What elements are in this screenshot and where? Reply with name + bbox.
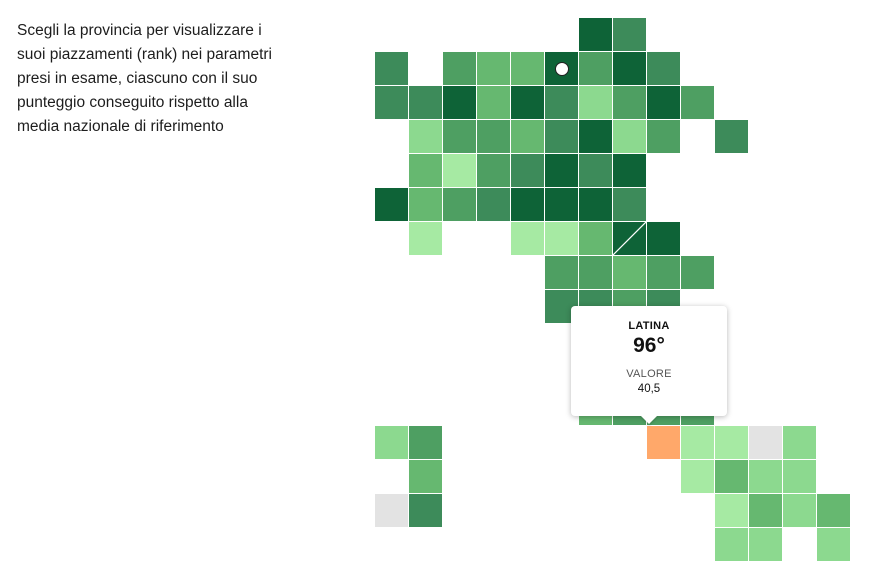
province-tile[interactable] — [375, 494, 408, 527]
province-tile[interactable] — [647, 86, 680, 119]
province-tile[interactable] — [409, 188, 442, 221]
province-tile[interactable] — [647, 256, 680, 289]
province-tile[interactable] — [783, 426, 816, 459]
province-tile[interactable] — [511, 188, 544, 221]
province-tile[interactable] — [749, 426, 782, 459]
province-tile[interactable] — [409, 120, 442, 153]
province-tile[interactable] — [545, 86, 578, 119]
province-tile[interactable] — [715, 460, 748, 493]
province-tile[interactable] — [443, 154, 476, 187]
province-tile[interactable] — [511, 52, 544, 85]
province-tile[interactable] — [375, 86, 408, 119]
province-tile[interactable] — [409, 460, 442, 493]
province-tile[interactable] — [715, 426, 748, 459]
province-tile[interactable] — [681, 256, 714, 289]
province-tile[interactable] — [681, 460, 714, 493]
province-tile[interactable] — [375, 52, 408, 85]
province-tile[interactable] — [409, 222, 442, 255]
province-tile[interactable] — [409, 86, 442, 119]
province-tile[interactable] — [647, 120, 680, 153]
location-pin-icon — [554, 61, 569, 76]
province-tile[interactable] — [613, 256, 646, 289]
province-tile[interactable] — [613, 120, 646, 153]
tooltip-rank: 96° — [633, 334, 665, 357]
province-tile[interactable] — [579, 52, 612, 85]
province-tile[interactable] — [443, 188, 476, 221]
province-tile[interactable] — [511, 154, 544, 187]
province-tile[interactable] — [477, 188, 510, 221]
province-tile[interactable] — [443, 52, 476, 85]
province-tile[interactable] — [715, 494, 748, 527]
province-tile[interactable] — [647, 222, 680, 255]
province-tile[interactable] — [613, 18, 646, 51]
tooltip-value: 40,5 — [637, 383, 661, 395]
province-tile[interactable] — [511, 222, 544, 255]
province-tile[interactable] — [443, 86, 476, 119]
province-tile[interactable] — [545, 256, 578, 289]
province-tile[interactable] — [545, 222, 578, 255]
province-tile[interactable] — [545, 188, 578, 221]
province-tile[interactable] — [613, 86, 646, 119]
province-tile[interactable] — [613, 188, 646, 221]
province-tile[interactable] — [579, 222, 612, 255]
province-tile[interactable] — [715, 120, 748, 153]
province-tile[interactable] — [579, 18, 612, 51]
province-tile[interactable] — [545, 120, 578, 153]
tooltip-province-name: LATINA — [628, 320, 670, 332]
province-tile[interactable] — [681, 426, 714, 459]
province-tile[interactable] — [749, 494, 782, 527]
province-tile[interactable] — [613, 52, 646, 85]
province-tile[interactable] — [511, 120, 544, 153]
province-tile[interactable] — [783, 460, 816, 493]
province-tile-split[interactable] — [613, 222, 646, 255]
province-tile[interactable] — [409, 154, 442, 187]
province-tile[interactable] — [715, 528, 748, 561]
province-tile[interactable] — [681, 86, 714, 119]
province-tile[interactable] — [477, 120, 510, 153]
province-tile[interactable] — [409, 494, 442, 527]
province-tile[interactable] — [613, 154, 646, 187]
province-tile[interactable] — [409, 426, 442, 459]
province-tooltip: LATINA 96° VALORE 40,5 — [571, 306, 727, 416]
province-tile[interactable] — [579, 154, 612, 187]
province-tile[interactable] — [375, 188, 408, 221]
province-tile[interactable] — [477, 154, 510, 187]
province-tile[interactable] — [477, 86, 510, 119]
province-tile[interactable] — [443, 120, 476, 153]
intro-text: Scegli la provincia per visualizzare i s… — [17, 22, 272, 135]
province-tile[interactable] — [375, 426, 408, 459]
province-tile[interactable] — [579, 86, 612, 119]
province-tile[interactable] — [817, 528, 850, 561]
province-tile[interactable] — [511, 86, 544, 119]
province-tile-selected[interactable] — [647, 426, 680, 459]
province-tile[interactable] — [783, 494, 816, 527]
province-tile[interactable] — [749, 528, 782, 561]
province-tile[interactable] — [545, 154, 578, 187]
province-tile[interactable] — [579, 188, 612, 221]
province-tile[interactable] — [477, 52, 510, 85]
province-tile[interactable] — [749, 460, 782, 493]
province-tile[interactable] — [579, 256, 612, 289]
province-tile[interactable] — [647, 52, 680, 85]
province-tile[interactable] — [579, 120, 612, 153]
province-tile[interactable] — [817, 494, 850, 527]
tooltip-value-label: VALORE — [626, 368, 672, 380]
